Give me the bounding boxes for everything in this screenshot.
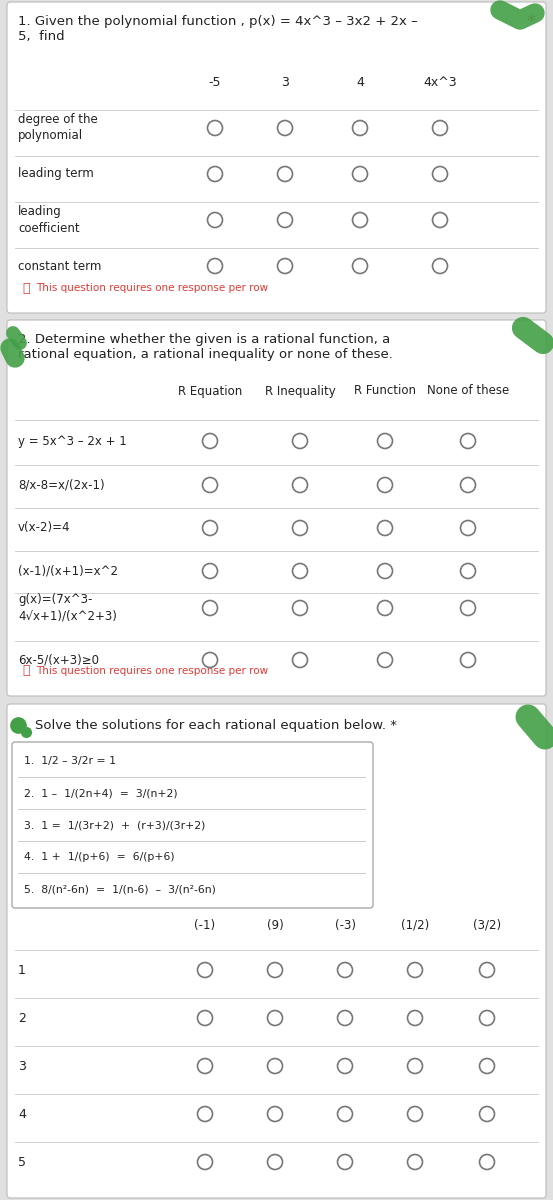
FancyBboxPatch shape <box>7 2 546 313</box>
Text: 4: 4 <box>18 1108 26 1121</box>
Text: 5: 5 <box>18 1156 26 1169</box>
Text: degree of the
polynomial: degree of the polynomial <box>18 114 98 143</box>
Text: R Function: R Function <box>354 384 416 397</box>
Text: (x-1)/(x+1)=x^2: (x-1)/(x+1)=x^2 <box>18 564 118 577</box>
FancyBboxPatch shape <box>7 704 546 1198</box>
Text: 4.  1 +  1/(p+6)  =  6/(p+6): 4. 1 + 1/(p+6) = 6/(p+6) <box>24 852 175 862</box>
Text: 1: 1 <box>18 964 26 977</box>
Text: (1/2): (1/2) <box>401 918 429 931</box>
Text: 2: 2 <box>18 1012 26 1025</box>
Text: R Inequality: R Inequality <box>265 384 335 397</box>
Text: -5: -5 <box>208 77 221 90</box>
Text: g(x)=(7x^3-
4√x+1)/(x^2+3): g(x)=(7x^3- 4√x+1)/(x^2+3) <box>18 594 117 623</box>
Text: This question requires one response per row: This question requires one response per … <box>36 283 268 293</box>
Text: 2.  1 –  1/(2n+4)  =  3/(n+2): 2. 1 – 1/(2n+4) = 3/(n+2) <box>24 788 178 798</box>
Text: 8/x-8=x/(2x-1): 8/x-8=x/(2x-1) <box>18 479 105 492</box>
Text: Solve the solutions for each rational equation below. *: Solve the solutions for each rational eq… <box>35 719 397 732</box>
Text: 4: 4 <box>356 77 364 90</box>
Text: ⓘ: ⓘ <box>22 665 29 678</box>
Text: This question requires one response per row: This question requires one response per … <box>36 666 268 676</box>
Text: 2. Determine whether the given is a rational function, a
rational equation, a ra: 2. Determine whether the given is a rati… <box>18 332 393 361</box>
Text: leading
coefficient: leading coefficient <box>18 205 80 234</box>
Text: leading term: leading term <box>18 168 94 180</box>
Text: 1.  1/2 – 3/2r = 1: 1. 1/2 – 3/2r = 1 <box>24 756 116 766</box>
Text: None of these: None of these <box>427 384 509 397</box>
Text: (-1): (-1) <box>195 918 216 931</box>
Text: constant term: constant term <box>18 259 101 272</box>
Text: 5.  8/(n²-6n)  =  1/(n-6)  –  3/(n²-6n): 5. 8/(n²-6n) = 1/(n-6) – 3/(n²-6n) <box>24 884 216 894</box>
Text: 6x-5/(x+3)≥0: 6x-5/(x+3)≥0 <box>18 654 99 666</box>
Text: *: * <box>526 13 535 31</box>
Text: 3: 3 <box>281 77 289 90</box>
Text: ⓘ: ⓘ <box>22 282 29 294</box>
FancyBboxPatch shape <box>7 320 546 696</box>
Text: 3: 3 <box>18 1060 26 1073</box>
Text: (-3): (-3) <box>335 918 356 931</box>
Text: (9): (9) <box>267 918 283 931</box>
Text: v(x-2)=4: v(x-2)=4 <box>18 522 70 534</box>
Text: y = 5x^3 – 2x + 1: y = 5x^3 – 2x + 1 <box>18 434 127 448</box>
FancyBboxPatch shape <box>12 742 373 908</box>
Text: R Equation: R Equation <box>178 384 242 397</box>
Text: 3.  1 =  1/(3r+2)  +  (r+3)/(3r+2): 3. 1 = 1/(3r+2) + (r+3)/(3r+2) <box>24 820 205 830</box>
Text: 1. Given the polynomial function , p(x) = 4x^3 – 3x2 + 2x –
5,  find: 1. Given the polynomial function , p(x) … <box>18 14 418 43</box>
Text: (3/2): (3/2) <box>473 918 501 931</box>
Text: 4x^3: 4x^3 <box>423 77 457 90</box>
